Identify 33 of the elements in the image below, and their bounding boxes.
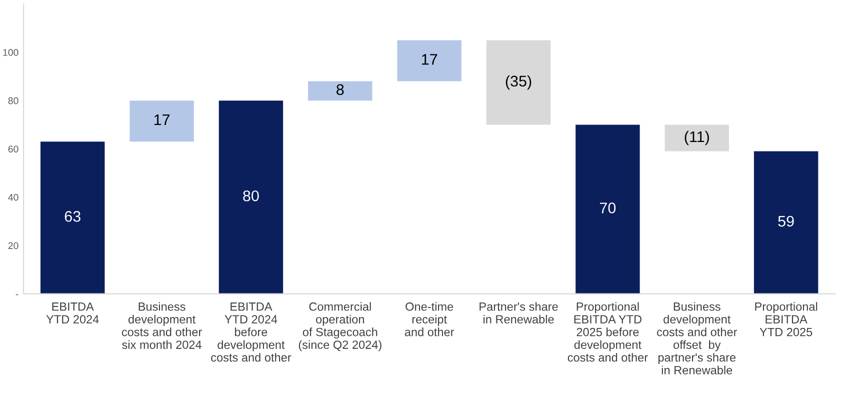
bar xyxy=(754,151,818,294)
data-label: 63 xyxy=(64,210,80,222)
data-label: 8 xyxy=(336,84,344,96)
y-tick-label: 20 xyxy=(8,242,18,250)
data-label: (35) xyxy=(506,75,532,90)
bar xyxy=(218,100,284,294)
bar xyxy=(397,40,462,82)
x-tick-label: EBITDA YTD 2024 before development costs and other xyxy=(211,302,292,362)
bar xyxy=(576,124,640,294)
x-tick-label: EBITDA YTD 2024 xyxy=(46,302,99,324)
data-label: 80 xyxy=(243,190,259,202)
bar xyxy=(308,81,372,101)
bar xyxy=(130,100,194,142)
data-label: 17 xyxy=(154,114,170,126)
x-tick-label: Commercial operation of Stagecoach (since Q2 2024) xyxy=(298,302,382,352)
bar xyxy=(664,124,729,152)
y-tick-label: 80 xyxy=(8,97,18,104)
y-tick-label: 40 xyxy=(8,194,18,201)
x-tick-label: Partner's share in Renewable xyxy=(480,302,558,324)
bar xyxy=(40,142,105,294)
data-label: 59 xyxy=(778,216,794,227)
x-tick-label: One-time receipt and other xyxy=(404,302,454,336)
bar xyxy=(486,40,551,125)
data-label: 70 xyxy=(600,202,616,214)
y-tick-label: - xyxy=(16,294,18,296)
x-tick-label: Business development costs and other offset by partner's share in Renewable xyxy=(657,302,738,374)
y-tick-label: 60 xyxy=(8,146,18,152)
data-label: (11) xyxy=(684,130,709,146)
x-tick-label: Business development costs and other six month 2024 xyxy=(122,302,202,349)
x-tick-label: Proportional EBITDA YTD 2025 xyxy=(755,302,818,336)
data-label: 17 xyxy=(422,54,438,65)
y-tick-label: 100 xyxy=(3,49,18,56)
x-tick-label: Proportional EBITDA YTD 2025 before development costs and other xyxy=(568,302,648,362)
